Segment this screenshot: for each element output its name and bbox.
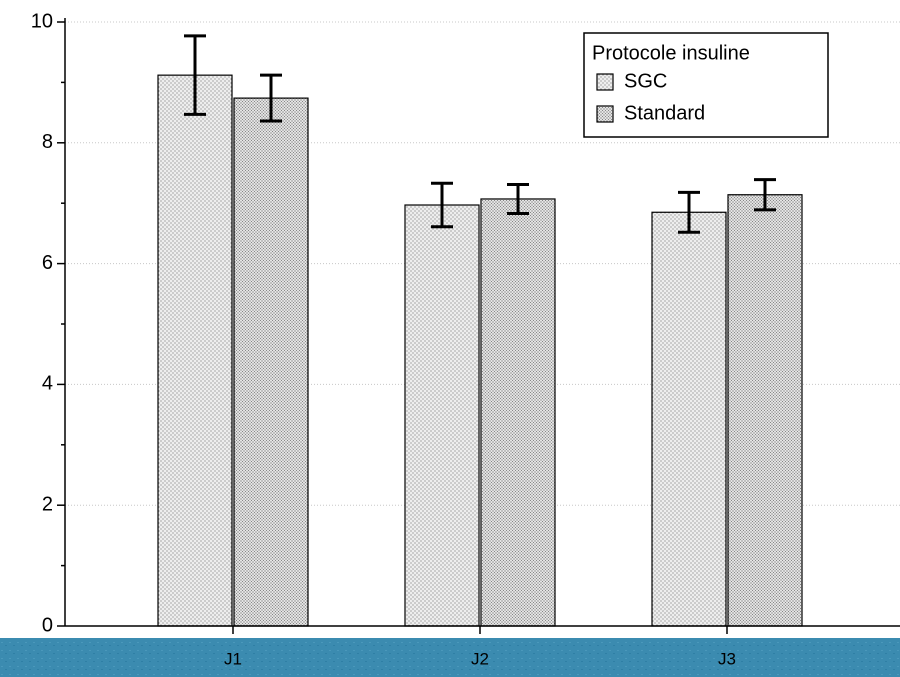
error-bar (431, 181, 453, 229)
x-tick-label: J1 (224, 649, 242, 668)
bar (157, 74, 233, 627)
bar (727, 194, 803, 627)
error-bar (507, 182, 529, 215)
bar (404, 204, 480, 627)
error-bar (678, 190, 700, 234)
legend-box (583, 32, 829, 138)
y-tick-label: 4 (42, 373, 53, 395)
bar (233, 97, 309, 627)
y-tick-label: 10 (31, 10, 53, 32)
y-tick-label: 6 (42, 252, 53, 274)
error-bar (754, 178, 776, 212)
legend-label: Standard (624, 102, 705, 124)
y-tick-label: 0 (42, 614, 53, 636)
x-tick-label: J2 (471, 649, 489, 668)
x-tick-label: J3 (718, 649, 736, 668)
y-tick-label: 2 (42, 493, 53, 515)
bar (651, 211, 727, 627)
axis-band (0, 638, 900, 677)
error-bar (260, 73, 282, 123)
legend-label: SGC (624, 70, 667, 92)
legend-swatch (596, 105, 614, 123)
error-bar (184, 34, 206, 116)
bar (480, 198, 556, 627)
legend-title: Protocole insuline (592, 42, 750, 64)
y-tick-label: 8 (42, 131, 53, 153)
legend-swatch (596, 73, 614, 91)
legend: Protocole insuline SGC Standard (583, 32, 829, 138)
